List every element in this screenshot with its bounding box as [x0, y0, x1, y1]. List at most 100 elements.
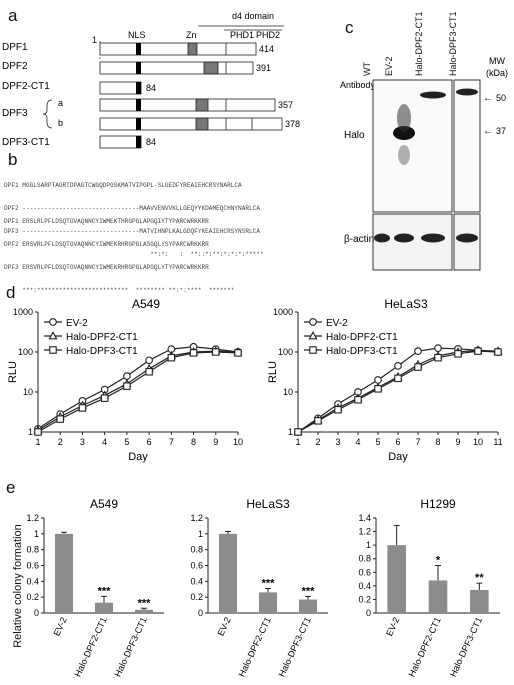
marker-50: 50	[496, 93, 506, 103]
series-line-0	[297, 347, 499, 433]
row-name-dpf2: DPF2	[2, 61, 28, 72]
blot-halo-right	[453, 79, 481, 213]
colony-chart-h1299: H1299 0 0.2 0.4 0.6 0.8 1 1.2 1.4 EV-2 * Halo-DPF2-…	[358, 497, 500, 679]
y-tick-label: 1	[34, 529, 39, 539]
data-point	[34, 428, 42, 436]
legend-marker	[309, 346, 317, 354]
dpf3-sub-b: b	[58, 118, 63, 128]
dpf3b-bar	[99, 117, 283, 131]
band-dpf2-halo	[420, 91, 446, 99]
bar	[470, 589, 489, 613]
alignment-block-2: DPF1 ERSLRLPFLDSQTGVAQNNCYIWMEKTHRGPGLAP…	[4, 203, 234, 302]
row-name-dpf2-ct1: DPF2-CT1	[2, 81, 50, 92]
category-label: Halo-DPF2-CT1	[72, 616, 108, 679]
data-point	[123, 372, 131, 380]
band-dpf3-halo	[456, 88, 478, 96]
bar	[219, 533, 237, 613]
y-tick-label: 1.2	[26, 513, 39, 523]
significance-mark: ***	[98, 585, 112, 597]
phd1-label: PHD1	[230, 30, 254, 40]
dpf3b-zn	[195, 117, 209, 131]
data-point	[434, 353, 442, 362]
alignment-line: DPF2 --------------------------------MAA…	[4, 204, 260, 212]
chart-title: A549	[90, 497, 118, 511]
y-tick-label: 0.2	[26, 592, 39, 602]
x-tick-label: 6	[147, 437, 152, 447]
blot-halo-left	[372, 79, 453, 213]
lane-label-ev2: EV-2	[384, 56, 394, 76]
y-tick-label: 1000	[273, 307, 293, 317]
band-dpf2-actin	[421, 233, 445, 243]
row-label-halo: Halo	[344, 130, 365, 141]
dpf1-zn	[187, 42, 198, 56]
band-ev2-actin	[394, 233, 414, 243]
y-tick-label: 0.8	[190, 545, 203, 555]
legend-label: Halo-DPF2-CT1	[326, 332, 398, 343]
dpf2-end: 391	[256, 63, 271, 73]
marker-37-arrow: ←	[483, 126, 493, 137]
data-point	[314, 417, 322, 425]
x-tick-label: 10	[233, 437, 243, 447]
y-tick-label: 1.2	[358, 527, 371, 537]
x-tick-label: 11	[493, 437, 502, 447]
category-label: Halo-DPF2-CT1	[236, 616, 272, 679]
data-point	[394, 362, 402, 370]
series-line-0	[37, 346, 239, 430]
data-point	[100, 394, 109, 402]
chart-title: H1299	[420, 497, 456, 511]
dpf3-brace	[42, 99, 53, 129]
dpf3a-end: 357	[278, 100, 293, 110]
x-tick-label: 2	[315, 437, 320, 447]
d4-domain-label: d4 domain	[232, 11, 274, 21]
y-tick-label: 0.6	[26, 561, 39, 571]
data-point	[189, 349, 198, 357]
dpf1-nls	[136, 43, 141, 55]
alignment-block-1: DPF1 MGGLSARPTAGRTDPAGTCWGQDPGSKMATVIPGP…	[4, 167, 264, 266]
y-tick-label: 0.8	[358, 554, 371, 564]
row-name-dpf3-ct1: DPF3-CT1	[2, 137, 50, 148]
data-point	[145, 368, 153, 376]
legend-label: EV-2	[66, 318, 88, 329]
dpf2-zn	[203, 61, 219, 75]
data-point	[78, 404, 87, 412]
dpf2-nls	[136, 62, 141, 74]
chart-title: HeLaS3	[246, 497, 290, 511]
category-label: Halo-DPF2-CT1	[406, 616, 442, 679]
x-tick-label: 3	[80, 437, 85, 447]
y-tick-label: 0.2	[358, 594, 371, 604]
alignment-line: DPF3 ERSVRLPFLDSQTGVAQNNCYIWMEKRHRGPGLAP…	[4, 263, 209, 271]
band-ev2-halo	[393, 126, 415, 140]
y-tick-label: 10	[283, 387, 293, 397]
row-label-actin: β-actin	[344, 234, 374, 245]
y-axis-label: RLU	[267, 361, 279, 383]
x-tick-label: 1	[35, 437, 40, 447]
alignment-line: DPF2 ERSVRLPFLDSQTGVAQNNCYIWMEKRHRGPGLAS…	[4, 240, 209, 248]
data-point	[414, 363, 422, 371]
western-blot-figure: Antibody MW (kDa) ← 50 ← 37 Halo β-actin	[340, 56, 508, 271]
panel-a-label: a	[8, 6, 18, 25]
category-label: Halo-DPF3-CT1	[276, 616, 312, 679]
data-point	[234, 349, 242, 357]
alignment-line: DPF1 ERSLRLPFLDSQTGVAQNNCYIWMEKTHRGPGLAP…	[4, 218, 209, 226]
data-point	[294, 428, 302, 436]
band-ev2-halo-smear	[397, 104, 411, 132]
y-tick-label: 1	[366, 540, 371, 550]
y-tick-label: 0.4	[26, 576, 39, 586]
bar	[387, 545, 406, 613]
y-tick-label: 0.6	[358, 567, 371, 577]
panel-d-label: d	[6, 283, 16, 302]
x-tick-label: 6	[395, 437, 400, 447]
data-point	[374, 376, 382, 384]
band-wt-actin	[374, 233, 390, 243]
y-tick-label: 0.4	[358, 581, 371, 591]
series-line-1	[37, 350, 239, 431]
x-tick-label: 7	[415, 437, 420, 447]
x-tick-label: 9	[455, 437, 460, 447]
x-tick-label: 8	[191, 437, 196, 447]
y-tick-label: 10	[23, 387, 33, 397]
y-tick-label: 1	[28, 427, 33, 437]
x-tick-label: 5	[124, 437, 129, 447]
y-tick-label: 1.4	[358, 513, 371, 523]
dpf2-ct1-bar	[99, 81, 142, 95]
legend-label: EV-2	[326, 318, 348, 329]
